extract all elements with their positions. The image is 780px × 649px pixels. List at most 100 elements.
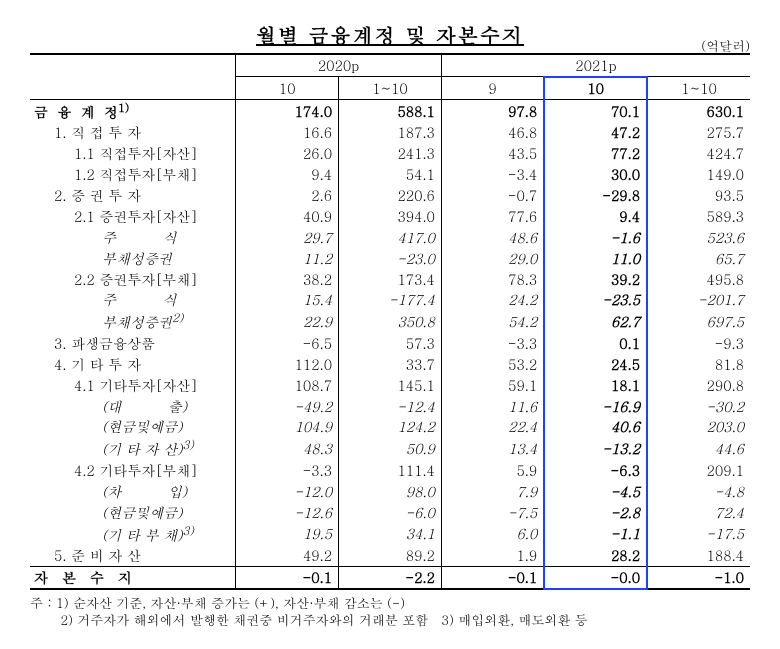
row-label: 2. 증 권 투 자 [30,185,236,206]
cell-value: -4.5 [544,481,647,502]
cell-value: 54.2 [441,310,544,333]
cell-value: 98.0 [339,481,442,502]
cell-value: 5.9 [441,460,544,481]
cell-value: 19.5 [236,523,339,546]
cell-value: -12.4 [339,396,442,417]
row-label: 1.2 직접투자[부채] [30,164,236,185]
row-label: 3. 파생금융상품 [30,333,236,354]
row-label: (차 입) [30,481,236,502]
table-row: (차 입)-12.098.07.9-4.5-4.8 [30,481,750,502]
cell-value: 59.1 [441,375,544,396]
row-label: 1. 직 접 투 자 [30,122,236,143]
footnote-ref: 3) [183,523,194,539]
table-row: 4.2 기타투자[부채]-3.3111.45.9-6.3209.1 [30,460,750,481]
row-label: 2.2 증권투자[부채] [30,269,236,290]
cell-value: 523.6 [647,227,750,248]
cell-value: -3.3 [441,333,544,354]
cell-value: 697.5 [647,310,750,333]
cell-value: -6.0 [339,502,442,523]
table-row: 부채성증권2)22.9350.854.262.7697.5 [30,310,750,333]
table-row: 2.2 증권투자[부채]38.2173.478.339.2495.8 [30,269,750,290]
cell-value: 2.6 [236,185,339,206]
cell-value: 34.1 [339,523,442,546]
cell-value: 39.2 [544,269,647,290]
cell-value: 417.0 [339,227,442,248]
cell-value: 65.7 [647,248,750,269]
cell-value: 220.6 [339,185,442,206]
row-label: 주 식 [30,227,236,248]
row-label: 2.1 증권투자[자산] [30,206,236,227]
row-label: (현금및예금) [30,502,236,523]
cell-value: 589.3 [647,206,750,227]
cell-value: 28.2 [544,545,647,566]
row-label: 금 융 계 정1) [30,99,236,122]
table-row: (기 타 자 산)3)48.350.913.4-13.244.6 [30,437,750,460]
cell-value: -1.6 [544,227,647,248]
row-label: (대 출) [30,396,236,417]
cell-value: 48.6 [441,227,544,248]
row-label: 주 식 [30,289,236,310]
cell-value: 22.9 [236,310,339,333]
cell-value: -201.7 [647,289,750,310]
cell-value: 78.3 [441,269,544,290]
cell-value: 104.9 [236,416,339,437]
table-row: 1.1 직접투자[자산]26.0241.343.577.2424.7 [30,143,750,164]
cell-value: 9.4 [544,206,647,227]
header-year-2021: 2021p [441,54,750,77]
cell-value: -6.3 [544,460,647,481]
cell-value: -6.5 [236,333,339,354]
cell-value: 24.2 [441,289,544,310]
cell-value: -13.2 [544,437,647,460]
row-label: 4.1 기타투자[자산] [30,375,236,396]
cell-value: 241.3 [339,143,442,164]
header-col: 9 [441,77,544,99]
cell-value: 6.0 [441,523,544,546]
cell-value: 174.0 [236,99,339,122]
table-row: (기 타 부 채)3)19.534.16.0-1.1-17.5 [30,523,750,546]
row-label: (현금및예금) [30,416,236,437]
cell-value: 93.5 [647,185,750,206]
cell-value: 188.4 [647,545,750,566]
cell-value: 48.3 [236,437,339,460]
table-body: 금 융 계 정1)174.0588.197.870.1630.11. 직 접 투… [30,99,750,589]
table-row: 2. 증 권 투 자2.6220.6-0.7-29.893.5 [30,185,750,206]
cell-value: 9.4 [236,164,339,185]
cell-value: 350.8 [339,310,442,333]
cell-value: 13.4 [441,437,544,460]
header-col: 1~10 [339,77,442,99]
cell-value: 46.8 [441,122,544,143]
cell-value: 33.7 [339,354,442,375]
cell-value: 53.2 [441,354,544,375]
table-row: 5. 준 비 자 산49.289.21.928.2188.4 [30,545,750,566]
cell-value: -4.8 [647,481,750,502]
footnote-ref: 2) [172,310,183,326]
table-row: 4.1 기타투자[자산]108.7145.159.118.1290.8 [30,375,750,396]
cell-value: 62.7 [544,310,647,333]
table-row: 금 융 계 정1)174.0588.197.870.1630.1 [30,99,750,122]
cell-value: 11.0 [544,248,647,269]
header-year-2020: 2020p [236,54,442,77]
cell-value: -30.2 [647,396,750,417]
footnote-ref: 1) [118,100,129,116]
cell-value: 424.7 [647,143,750,164]
cell-value: 209.1 [647,460,750,481]
cell-value: -1.1 [544,523,647,546]
table-row: 2.1 증권투자[자산]40.9394.077.69.4589.3 [30,206,750,227]
cell-value: 77.6 [441,206,544,227]
cell-value: -0.7 [441,185,544,206]
cell-value: -12.6 [236,502,339,523]
row-label: 5. 준 비 자 산 [30,545,236,566]
cell-value: 11.2 [236,248,339,269]
cell-value: 1.9 [441,545,544,566]
cell-value: 145.1 [339,375,442,396]
cell-value: -2.8 [544,502,647,523]
cell-value: 70.1 [544,99,647,122]
row-label: 4. 기 타 투 자 [30,354,236,375]
cell-value: 111.4 [339,460,442,481]
cell-value: 40.9 [236,206,339,227]
cell-value: 97.8 [441,99,544,122]
cell-value: -2.2 [339,567,442,589]
cell-value: 54.1 [339,164,442,185]
cell-value: -17.5 [647,523,750,546]
cell-value: 40.6 [544,416,647,437]
